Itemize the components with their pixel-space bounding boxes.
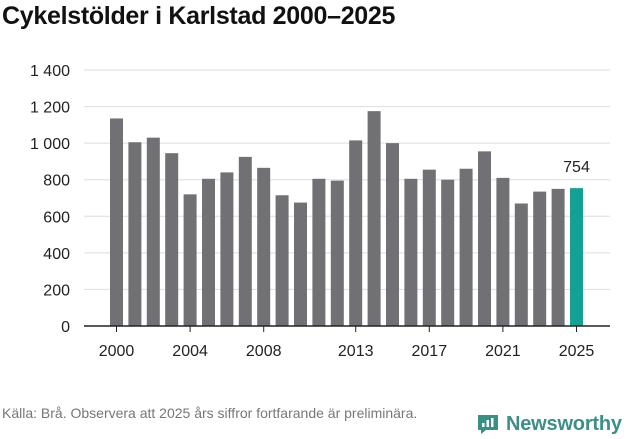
bar-2000: [110, 118, 123, 326]
bar-2010: [294, 202, 307, 326]
chart-title: Cykelstölder i Karlstad 2000–2025: [2, 2, 396, 30]
annotations: 754: [563, 159, 590, 176]
bar-2017: [422, 169, 436, 326]
bar-2008: [257, 167, 271, 326]
x-tick-label: 2013: [338, 343, 374, 360]
bar-2022: [514, 203, 528, 326]
data-label-highlight: 754: [563, 159, 590, 176]
x-tick-label: 2025: [559, 343, 595, 360]
bar-2020: [478, 151, 491, 326]
bar-2006: [220, 172, 234, 326]
x-tick-label: 2021: [485, 343, 521, 360]
bar-2007: [238, 156, 252, 326]
y-tick-label: 800: [43, 173, 70, 190]
x-axis-labels: 2000 2004 2008 2013 2017 2021 2025: [99, 343, 595, 360]
bar-2014: [367, 111, 381, 327]
y-tick-label: 200: [43, 282, 70, 299]
x-axis: [84, 325, 610, 332]
bar-2016: [404, 178, 418, 326]
x-tick-label: 2008: [246, 343, 282, 360]
bar-2001: [128, 142, 142, 326]
x-tick-label: 2017: [412, 343, 448, 360]
gridlines: [84, 69, 610, 290]
bar-highlight-2025: [570, 188, 583, 326]
bar-2012: [330, 180, 344, 326]
y-tick-label: 0: [61, 319, 70, 336]
y-tick-label: 400: [43, 246, 70, 263]
newsworthy-logo-icon: [478, 415, 498, 434]
bar-2009: [275, 195, 289, 326]
bar-2023: [533, 191, 547, 326]
x-tick-label: 2000: [99, 343, 135, 360]
bar-2005: [202, 178, 215, 326]
bar-2011: [312, 178, 326, 326]
y-axis-labels: 0 200 400 600 800 1 000 1 200 1 400: [30, 63, 70, 336]
bar-2021: [496, 177, 510, 326]
brand-logo: Newsworthy: [476, 409, 622, 439]
y-tick-label: 1 400: [30, 63, 70, 80]
bar-2013: [349, 140, 363, 326]
bar-2015: [386, 143, 399, 326]
bar-2003: [165, 153, 179, 326]
x-tick-label: 2004: [172, 343, 208, 360]
source-note: Källa: Brå. Observera att 2025 års siffr…: [2, 405, 418, 421]
y-tick-label: 1 200: [30, 100, 70, 117]
y-tick-label: 600: [43, 209, 70, 226]
bars: [110, 111, 583, 327]
bar-2018: [441, 179, 455, 326]
y-tick-label: 1 000: [30, 136, 70, 153]
bar-2004: [183, 194, 197, 326]
bar-2002: [146, 137, 160, 326]
bar-2019: [459, 168, 473, 326]
bar-2024: [551, 188, 565, 326]
brand-name: Newsworthy: [506, 412, 622, 435]
